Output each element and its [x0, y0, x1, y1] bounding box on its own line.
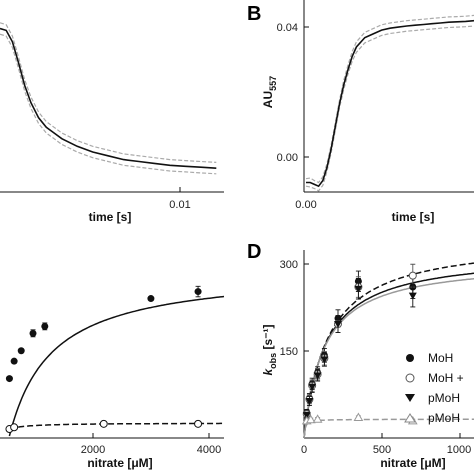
panel-b-y-tick-label: 0.04	[277, 22, 298, 34]
panel-c-fit-curve	[9, 422, 224, 430]
legend-marker-moh-plus	[405, 373, 415, 383]
panel-a-mean-line	[0, 27, 217, 169]
panel-d-legend: MoH MoH + pMoH pMoH	[404, 351, 464, 425]
panel-d-y-label-unit: [s⁻¹]	[261, 324, 275, 352]
panel-d-fit-curve	[303, 262, 474, 439]
panel-b-traces	[305, 14, 474, 192]
panel-d-point	[334, 321, 342, 329]
panel-d-point	[320, 356, 329, 364]
legend-label-moh: MoH	[428, 351, 453, 365]
panel-c-point	[41, 322, 49, 330]
legend-label-pmoh-open: pMoH	[428, 411, 460, 425]
panel-d-fit-curve	[303, 418, 474, 439]
panel-c-point	[10, 423, 19, 432]
panel-d-x-label: nitrate [μM]	[380, 456, 445, 470]
panel-b-y-tick-label: 0.00	[277, 152, 298, 164]
legend-marker-pmoh-filled	[405, 394, 415, 402]
panel-b-sd-line	[305, 14, 474, 184]
panel-c-x-label: nitrate [μM]	[87, 456, 152, 470]
panel-d-point	[353, 412, 364, 421]
panel-a-x-tick-label: 0.01	[169, 199, 190, 211]
panel-c-point	[194, 419, 203, 428]
panel-d-fit-curve	[303, 277, 474, 439]
panel-d-fits	[303, 262, 474, 439]
panel-c-point	[10, 357, 18, 365]
legend-marker-pmoh-open	[404, 413, 416, 423]
panel-d-point	[305, 397, 314, 405]
panel-c-point	[194, 288, 202, 296]
panel-d-fit-curve	[303, 272, 474, 439]
panel-d-point	[354, 285, 363, 293]
panel-b-y-label: AU557	[261, 76, 278, 108]
panel-d-y-label-main: k	[261, 368, 275, 376]
panel-d-point	[305, 414, 316, 424]
panel-d-point	[408, 271, 417, 280]
panel-d: D 300 150 0 500 1000 nitrate [μM] kobs […	[247, 241, 474, 470]
panel-d-point	[308, 383, 317, 391]
panel-a-x-label: time [s]	[89, 210, 132, 224]
panel-c: 2000 4000 nitrate [μM]	[0, 285, 225, 470]
panel-d-y-label-sub: obs	[268, 353, 278, 369]
legend-label-pmoh-filled: pMoH	[428, 391, 460, 405]
panel-d-x-tick-label: 1000	[447, 444, 471, 456]
panel-d-point	[312, 414, 323, 423]
panel-c-points	[5, 285, 203, 434]
panel-c-point	[5, 375, 13, 383]
panel-b-letter: B	[247, 3, 261, 25]
panel-a-sd-line	[0, 22, 217, 163]
panel-a-sd-line	[0, 33, 217, 175]
legend-label-moh-plus: MoH +	[428, 371, 464, 385]
panel-c-point	[99, 419, 108, 428]
panel-c-fit-curve	[8, 295, 225, 437]
panel-c-point	[17, 347, 25, 355]
panel-b-x-tick-label: 0.00	[295, 199, 316, 211]
panel-a: 0.01 time [s]	[0, 22, 224, 224]
panel-d-letter: D	[247, 241, 261, 263]
panel-d-points	[301, 263, 418, 425]
panel-d-y-label: kobs [s⁻¹]	[261, 324, 278, 375]
panel-b-y-label-main: AU	[261, 91, 275, 108]
panel-d-point	[302, 412, 311, 420]
panel-b-sd-line	[305, 25, 474, 192]
panel-b: B 0.04 0.00 0.00 time [s] AU557	[247, 0, 474, 224]
panel-c-point	[147, 295, 155, 303]
panel-b-mean-line	[306, 19, 474, 188]
panel-d-y-tick-label: 150	[280, 346, 298, 358]
panel-b-y-label-sub: 557	[268, 76, 278, 91]
panel-d-x-tick-label: 0	[301, 444, 307, 456]
panel-d-x-tick-label: 500	[373, 444, 391, 456]
panel-c-x-tick-label: 4000	[197, 444, 221, 456]
panel-c-x-tick-label: 2000	[81, 444, 105, 456]
panel-b-x-label: time [s]	[392, 210, 435, 224]
panel-d-y-tick-label: 300	[280, 259, 298, 271]
panel-d-point	[408, 292, 417, 300]
panel-c-point	[29, 329, 37, 337]
legend-marker-moh	[406, 354, 414, 362]
panel-a-traces	[0, 22, 217, 175]
panel-d-point	[313, 372, 322, 380]
panel-c-fits	[8, 295, 225, 437]
